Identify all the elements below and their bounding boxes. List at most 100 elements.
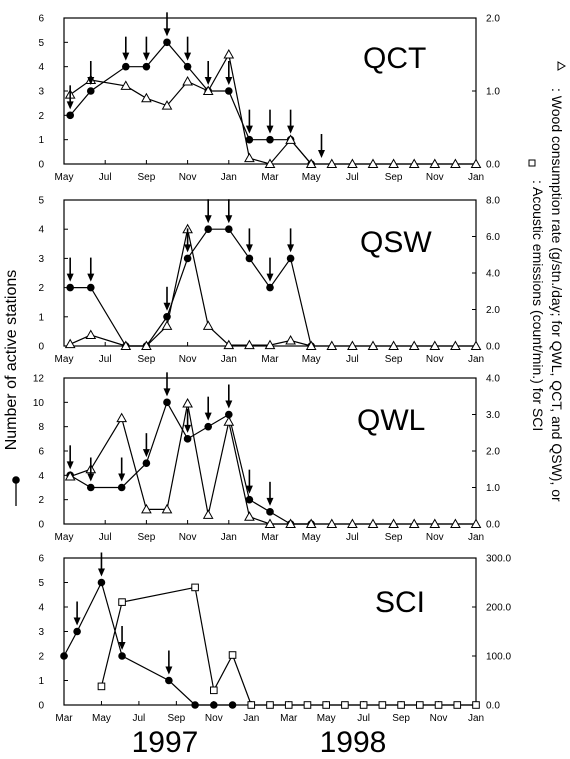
data-point-circle: [165, 676, 173, 685]
arrow-head-icon: [245, 244, 253, 253]
y-right-tick-label: 2.0: [486, 305, 500, 316]
data-point-triangle: [244, 152, 255, 163]
data-point-triangle: [450, 518, 461, 528]
x-tick-label: Jul: [133, 713, 146, 724]
data-point-triangle: [223, 48, 235, 59]
y-left-tick-label: 4: [38, 603, 44, 614]
data-point-triangle: [182, 75, 193, 86]
data-point-circle: [66, 111, 74, 120]
data-point-square: [453, 701, 462, 709]
series-line-open-triangle: [69, 229, 476, 347]
data-point-triangle: [285, 335, 296, 345]
data-point-triangle: [182, 398, 193, 408]
data-point-circle: [225, 87, 233, 95]
data-point-triangle: [223, 416, 235, 426]
x-tick-label: May: [302, 172, 321, 183]
data-point-square: [303, 701, 312, 709]
x-tick-label: May: [55, 532, 74, 543]
data-point-triangle: [120, 340, 132, 350]
data-point-triangle: [470, 518, 482, 528]
data-point-triangle: [161, 320, 173, 330]
data-point-circle: [245, 135, 254, 144]
data-point-circle: [86, 483, 95, 492]
y-right-tick-label: 3.0: [486, 410, 500, 421]
x-tick-label: May: [55, 172, 74, 183]
x-tick-label: Mar: [261, 354, 279, 365]
data-point-triangle: [408, 340, 420, 350]
y-left-tick-label: 3: [38, 87, 44, 98]
x-tick-label: Nov: [179, 354, 197, 365]
x-tick-label: Jan: [468, 532, 484, 543]
data-point-triangle: [450, 340, 461, 350]
panel-label-QWL: QWL: [357, 404, 425, 437]
y-right-tick-label: 4.0: [486, 269, 500, 280]
y-right-tick-label: 1.0: [486, 87, 500, 98]
data-point-square: [191, 583, 199, 592]
data-point-triangle: [367, 340, 379, 350]
x-tick-label: Mar: [55, 713, 73, 724]
data-point-triangle: [264, 518, 276, 528]
x-tick-label: Jan: [243, 713, 259, 724]
arrow-head-icon: [73, 617, 81, 626]
arrow-head-icon: [204, 215, 212, 224]
arrow-head-icon: [163, 28, 171, 37]
panel-SCI: 0 1 2 3 4 5 6 0.0 100.0 200.0 300.0 Mar May Jul Sep Nov…: [38, 552, 511, 724]
data-point-circle: [60, 652, 68, 660]
x-tick-label: Jan: [468, 713, 484, 724]
data-point-square: [284, 701, 293, 709]
x-tick-label: Jul: [99, 172, 112, 183]
x-tick-label: Jul: [99, 532, 112, 543]
data-point-triangle: [408, 518, 420, 528]
arrow-head-icon: [163, 388, 171, 397]
y-right-tick-label: 6.0: [486, 232, 500, 243]
x-tick-label: Jan: [221, 172, 237, 183]
x-tick-label: May: [92, 713, 111, 724]
data-point-triangle: [141, 340, 152, 350]
data-point-square: [359, 701, 368, 709]
x-tick-label: Jul: [346, 354, 359, 365]
data-point-circle: [266, 283, 274, 292]
data-point-triangle: [116, 412, 128, 423]
data-point-square: [247, 701, 256, 709]
y-left-tick-label: 4: [38, 62, 44, 73]
x-tick-label: Nov: [426, 532, 444, 543]
x-tick-label: Sep: [167, 713, 185, 724]
y-right-tick-label: 300.0: [486, 554, 511, 565]
data-point-triangle: [347, 518, 358, 528]
arrow-head-icon: [122, 52, 130, 61]
y-left-tick-label: 6: [38, 554, 44, 565]
arrow-head-icon: [165, 666, 173, 675]
y-left-tick-label: 12: [33, 374, 45, 385]
panel-QSW: 0 1 2 3 4 5 0.0 2.0 4.0 6.0 8.0 May Jul Sep Nov Jan Mar M…: [38, 196, 500, 366]
arrow-head-icon: [184, 244, 192, 253]
data-point-circle: [191, 701, 199, 709]
data-point-circle: [163, 398, 171, 407]
y-left-tick-label: 2: [38, 111, 44, 122]
y-right-tick-label: 4.0: [486, 374, 500, 385]
panel-QWL: 0 2 4 6 8 10 12 0.0 1.0 2.0 3.0 4.0 May Jul Sep Nov Jan M…: [33, 372, 500, 543]
x-tick-label: Jan: [468, 172, 484, 183]
data-point-square: [472, 701, 480, 709]
square-legend-icon: [528, 159, 536, 167]
x-tick-label: Jul: [346, 172, 359, 183]
data-point-triangle: [470, 158, 482, 168]
arrow-head-icon: [225, 77, 233, 85]
data-point-circle: [163, 38, 171, 47]
data-point-triangle: [408, 158, 420, 168]
x-tick-label: Sep: [138, 354, 156, 365]
data-point-triangle: [264, 339, 276, 350]
x-tick-label: Sep: [385, 354, 403, 365]
y-left-tick-label: 10: [33, 398, 45, 409]
y-right-tick-label: 2.0: [486, 14, 500, 25]
data-point-square: [397, 701, 405, 709]
data-point-triangle: [64, 471, 76, 481]
y-right-tick-label: 1.0: [486, 483, 500, 494]
triangle-legend-icon: [557, 61, 567, 71]
data-point-triangle: [264, 158, 276, 168]
data-point-square: [210, 686, 218, 695]
data-point-square: [434, 701, 443, 709]
data-point-circle: [210, 701, 218, 709]
data-point-circle: [66, 283, 74, 292]
data-point-circle: [183, 254, 192, 263]
data-point-circle: [122, 62, 130, 71]
